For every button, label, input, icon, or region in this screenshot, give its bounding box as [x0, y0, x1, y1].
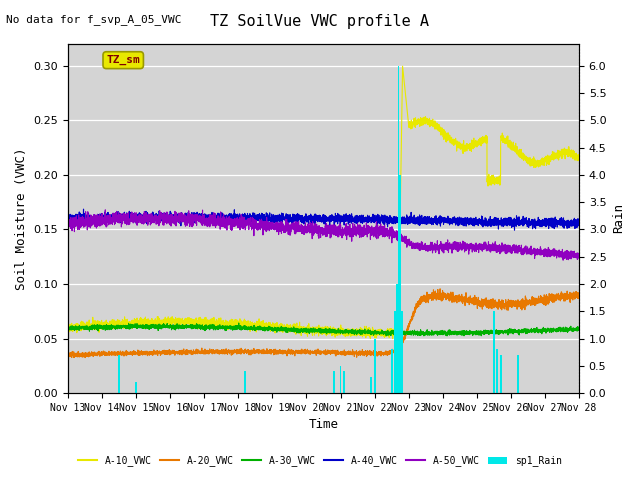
Bar	[500, 355, 502, 393]
Bar	[493, 311, 495, 393]
Bar	[374, 338, 376, 393]
Bar	[118, 355, 120, 393]
Bar	[340, 366, 342, 393]
Bar	[244, 372, 246, 393]
Text: No data for f_svp_A_05_VWC: No data for f_svp_A_05_VWC	[6, 14, 182, 25]
Bar	[394, 311, 396, 393]
Bar	[399, 175, 401, 393]
Legend: A-10_VWC, A-20_VWC, A-30_VWC, A-40_VWC, A-50_VWC, sp1_Rain: A-10_VWC, A-20_VWC, A-30_VWC, A-40_VWC, …	[74, 452, 566, 470]
Text: TZ SoilVue VWC profile A: TZ SoilVue VWC profile A	[211, 14, 429, 29]
Y-axis label: Rain: Rain	[612, 204, 625, 233]
X-axis label: Time: Time	[308, 419, 339, 432]
Bar	[343, 372, 345, 393]
Bar	[333, 372, 335, 393]
Bar	[390, 349, 392, 393]
Bar	[496, 349, 498, 393]
Bar	[371, 377, 372, 393]
Y-axis label: Soil Moisture (VWC): Soil Moisture (VWC)	[15, 147, 28, 290]
Bar	[135, 382, 137, 393]
Bar	[396, 284, 397, 393]
Bar	[401, 311, 403, 393]
Bar	[516, 355, 518, 393]
Text: TZ_sm: TZ_sm	[106, 55, 140, 65]
Bar	[397, 66, 399, 393]
